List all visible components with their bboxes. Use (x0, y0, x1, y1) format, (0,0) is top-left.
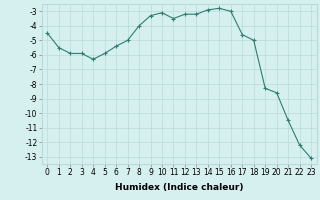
X-axis label: Humidex (Indice chaleur): Humidex (Indice chaleur) (115, 183, 244, 192)
